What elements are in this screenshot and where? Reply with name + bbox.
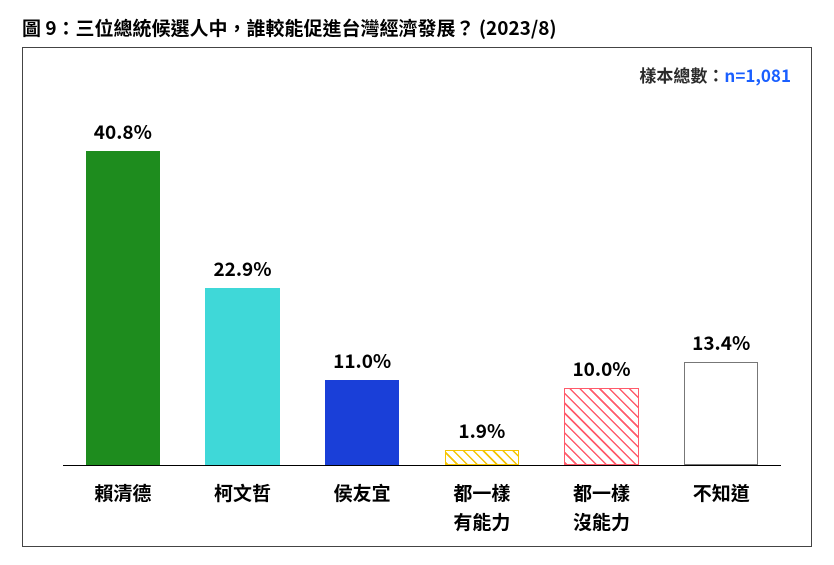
chart-container: 圖 9：三位總統候選人中，誰較能促進台灣經濟發展？ (2023/8) 樣本總數：…: [0, 0, 834, 565]
bar-slot: 10.0%都一樣 沒能力: [542, 118, 662, 465]
bar-category-label: 賴清德: [63, 465, 183, 508]
bar-value-label: 22.9%: [213, 255, 271, 282]
sample-size-label: 樣本總數：n=1,081: [639, 62, 791, 87]
bar-slot: 1.9%都一樣 有能力: [422, 118, 542, 465]
bar-value-label: 10.0%: [572, 355, 630, 382]
bar-category-label: 都一樣 有能力: [422, 465, 542, 536]
chart-title: 圖 9：三位總統候選人中，誰較能促進台灣經濟發展？ (2023/8): [22, 14, 818, 41]
bar-slot: 13.4%不知道: [661, 118, 781, 465]
bar-category-label: 不知道: [661, 465, 781, 508]
bar-value-label: 11.0%: [333, 347, 391, 374]
bar-category-label: 柯文哲: [183, 465, 303, 508]
sample-label-text: 樣本總數：: [639, 62, 724, 87]
bar: [205, 288, 279, 465]
bar-value-label: 13.4%: [692, 329, 750, 356]
bar: [86, 151, 160, 465]
bar-value-label: 1.9%: [458, 417, 505, 444]
chart-frame: 樣本總數：n=1,081 40.8%賴清德22.9%柯文哲11.0%侯友宜1.9…: [22, 47, 812, 547]
bar-category-label: 都一樣 沒能力: [542, 465, 662, 536]
sample-value-text: n=1,081: [724, 62, 791, 87]
bar-plot-area: 40.8%賴清德22.9%柯文哲11.0%侯友宜1.9%都一樣 有能力10.0%…: [63, 118, 781, 466]
bar-slot: 22.9%柯文哲: [183, 118, 303, 465]
bar: [445, 450, 519, 465]
bar-slot: 40.8%賴清德: [63, 118, 183, 465]
bar: [564, 388, 638, 465]
bar: [325, 380, 399, 465]
bar-value-label: 40.8%: [94, 118, 152, 145]
bar-category-label: 侯友宜: [302, 465, 422, 508]
bar-slot: 11.0%侯友宜: [302, 118, 422, 465]
bar: [684, 362, 758, 465]
